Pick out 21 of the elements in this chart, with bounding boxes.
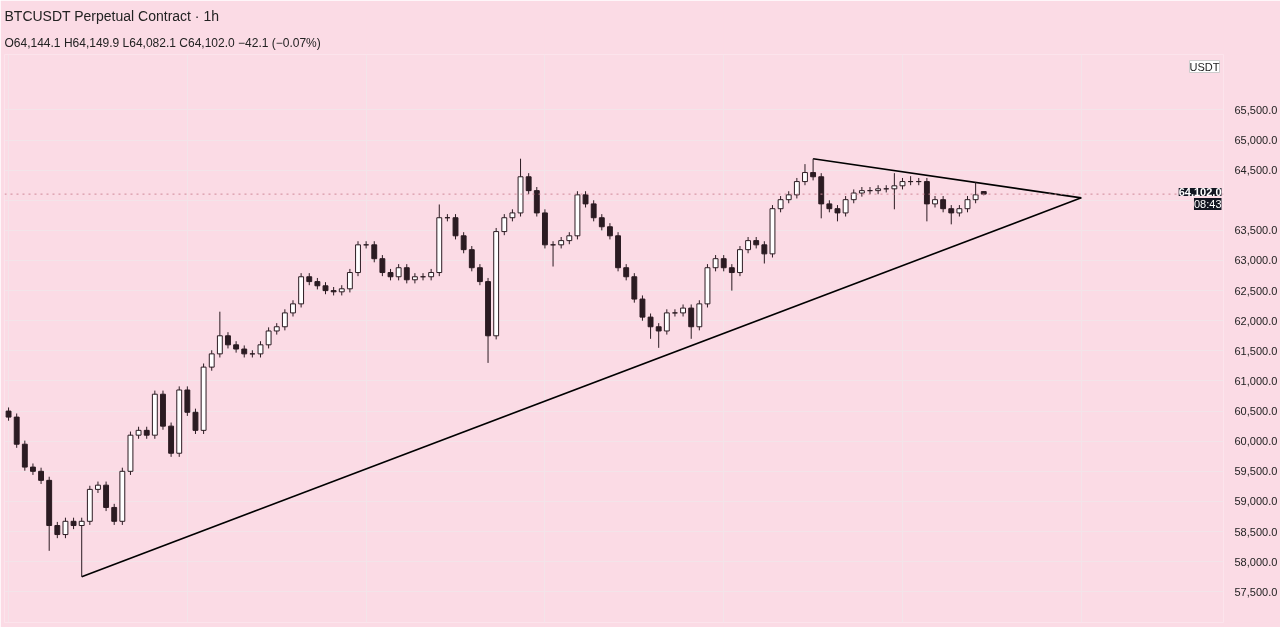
- y-tick-label: 59,000.0: [1234, 495, 1278, 508]
- y-tick-label: 64,500.0: [1234, 164, 1278, 177]
- annotation: 08:43: [1193, 198, 1222, 211]
- annotation: USDT: [1189, 60, 1220, 73]
- y-tick-label: 60,500.0: [1234, 405, 1278, 418]
- y-tick-label: 58,500.0: [1234, 525, 1278, 538]
- y-tick-label: 60,000.0: [1234, 435, 1278, 448]
- y-tick-label: 59,500.0: [1234, 465, 1278, 478]
- y-tick-label: 63,000.0: [1234, 254, 1278, 267]
- y-tick-label: 61,000.0: [1234, 374, 1278, 387]
- chart-subtitle: O64,144.1 H64,149.9 L64,082.1 C64,102.0 −42.1 (−0.07%): [4, 35, 321, 50]
- y-tick-label: 57,500.0: [1234, 585, 1278, 598]
- y-tick-label: 65,500.0: [1234, 103, 1278, 116]
- y-tick-label: 63,500.0: [1234, 224, 1278, 237]
- y-tick-label: 62,000.0: [1234, 314, 1278, 327]
- y-tick-label: 62,500.0: [1234, 284, 1278, 297]
- y-tick-label: 58,000.0: [1234, 555, 1278, 568]
- ref-line-label: 64,102.0: [1178, 186, 1222, 199]
- y-tick-label: 65,000.0: [1234, 134, 1278, 147]
- chart-title: BTCUSDT Perpetual Contract · 1h: [4, 7, 219, 24]
- y-tick-label: 61,500.0: [1234, 344, 1278, 357]
